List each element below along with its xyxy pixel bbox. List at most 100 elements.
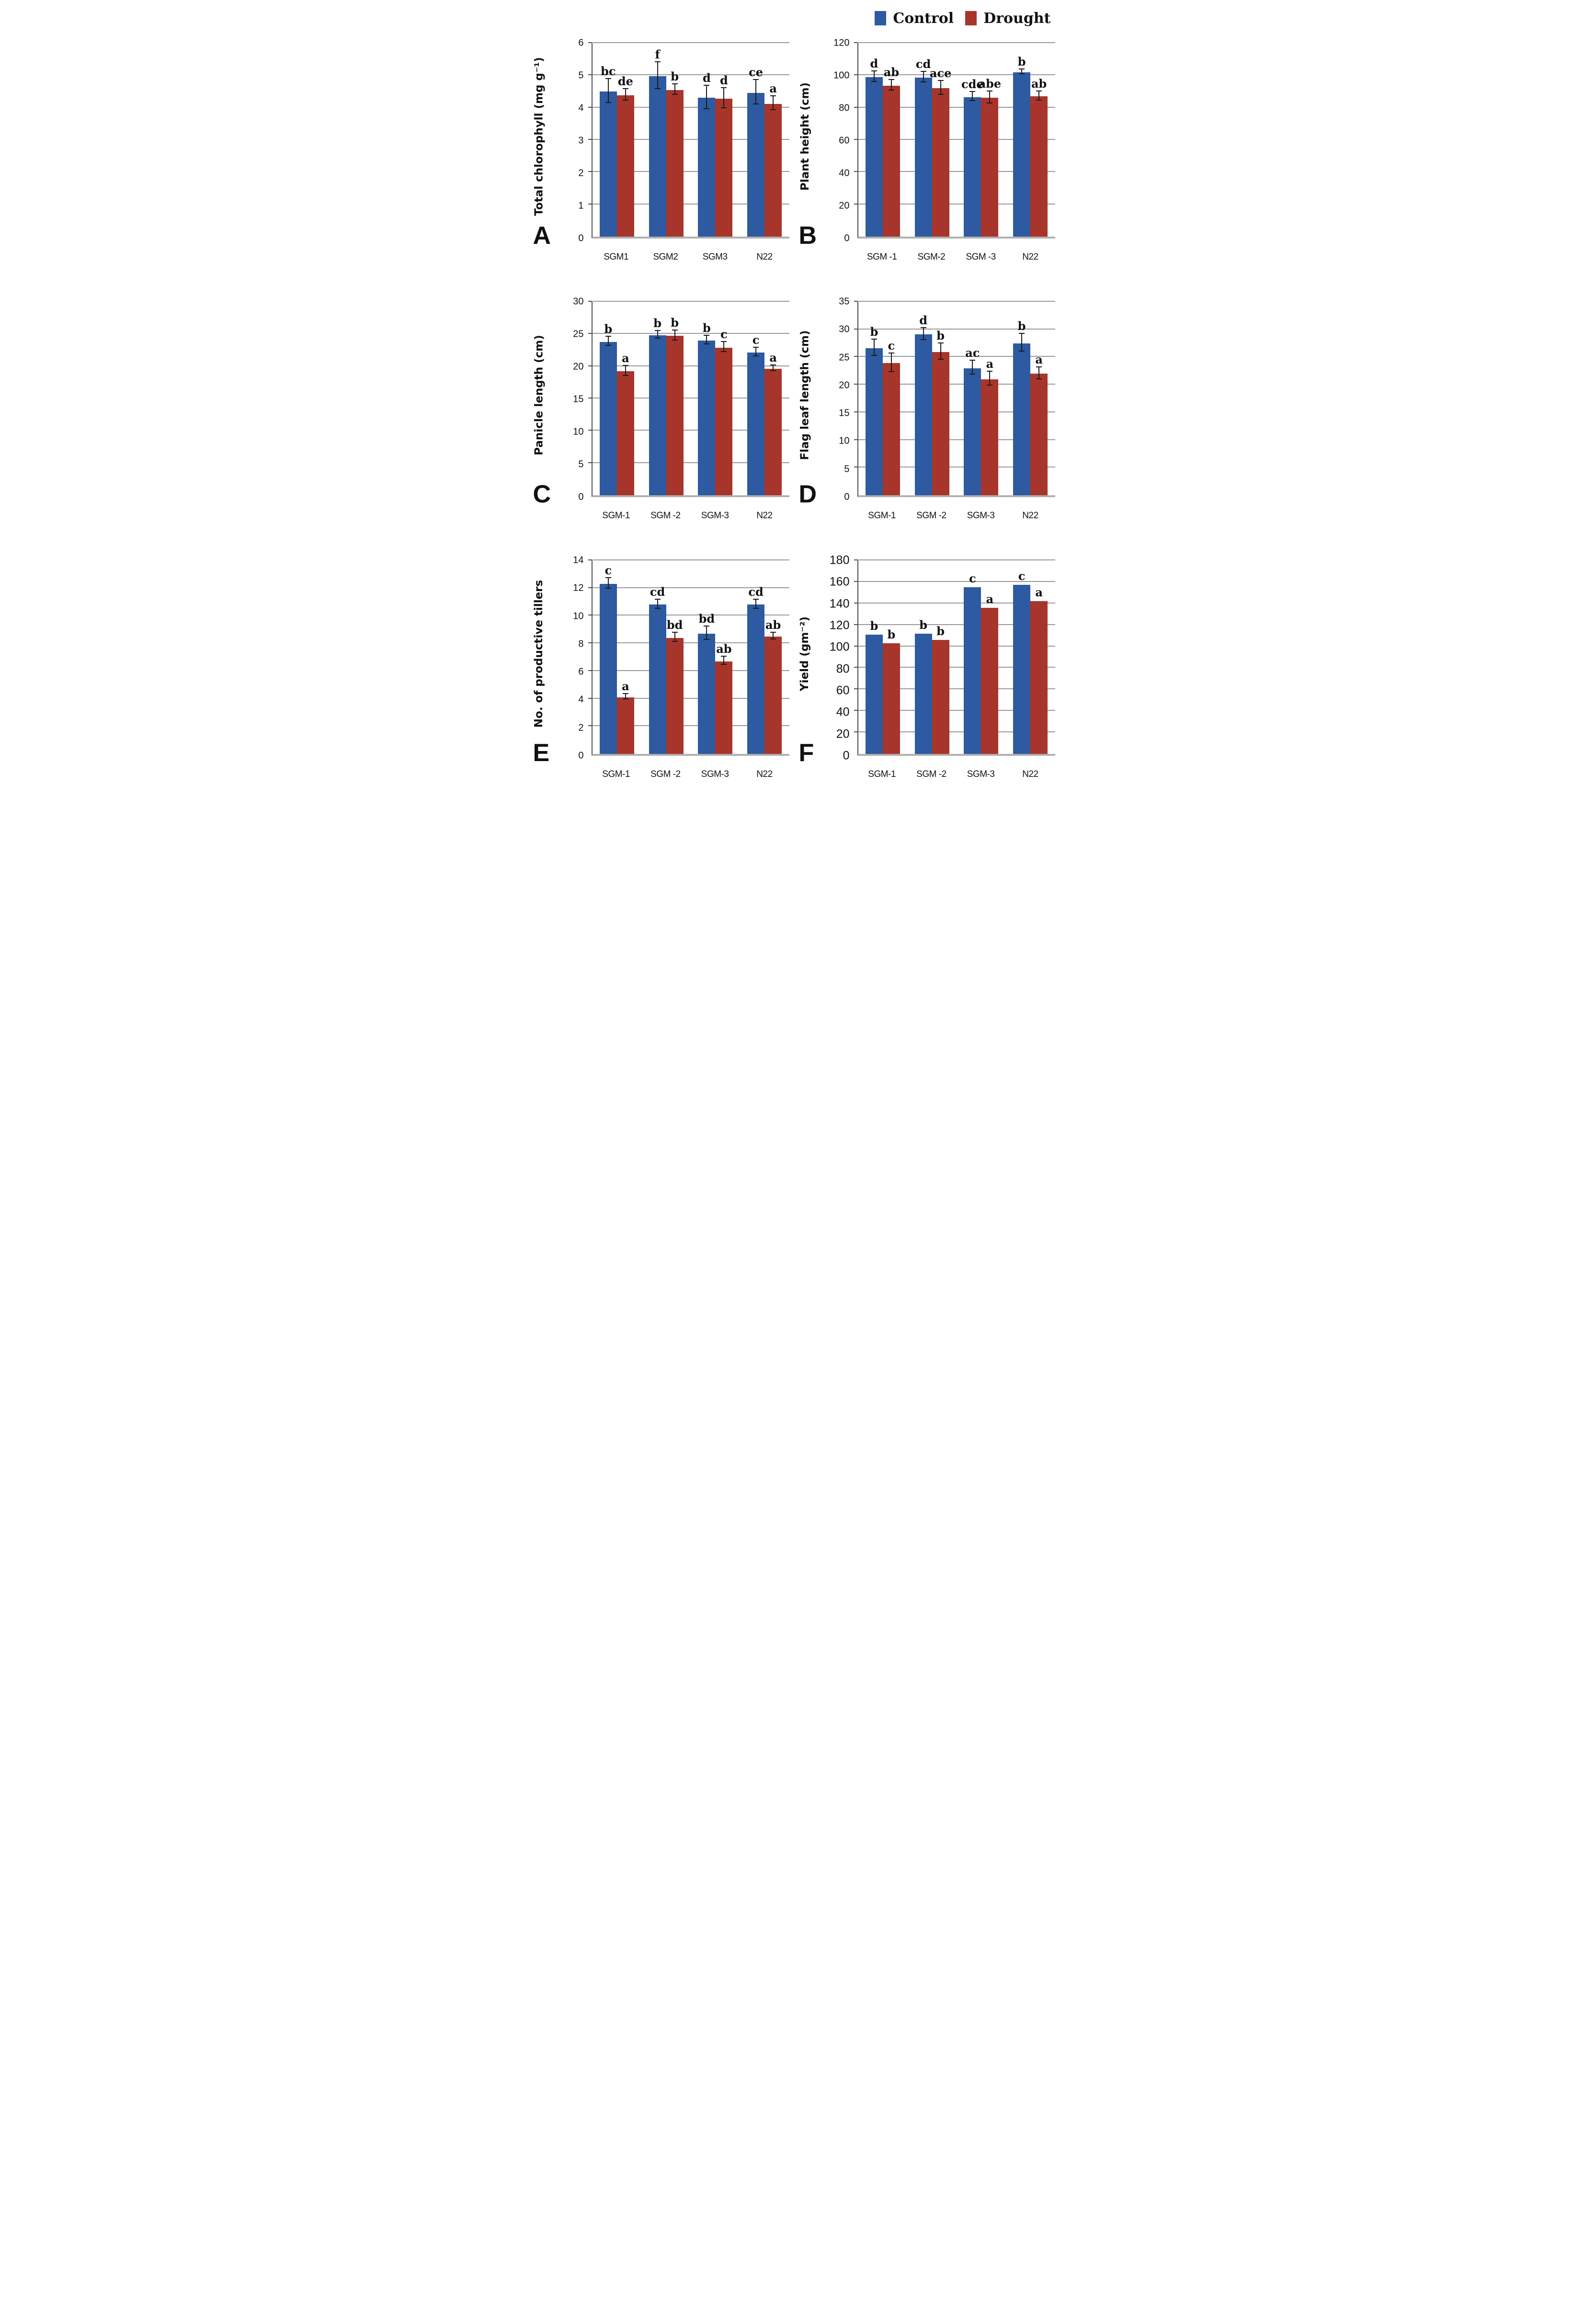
y-axis-ticks: 0 20 40 60 80 100 120 140 160 180 (826, 554, 854, 763)
y-tick-label: 10 (839, 435, 850, 446)
y-tick-label: 120 (833, 37, 850, 48)
y-axis-ticks: 0 2 4 6 8 10 12 14 (560, 555, 588, 761)
y-tick-mark (588, 587, 592, 588)
bar-control (649, 335, 666, 495)
significance-letter: ac (965, 345, 980, 360)
error-bar (888, 352, 894, 372)
error-bar (704, 84, 710, 110)
y-tick-label: 80 (839, 103, 850, 114)
error-bar (672, 83, 678, 95)
gridline (858, 581, 1055, 582)
significance-letter: abe (978, 76, 1002, 91)
y-tick-mark (854, 42, 858, 43)
y-tick-label: 140 (829, 597, 850, 611)
y-tick-label: 0 (578, 233, 584, 244)
significance-letter: bd (666, 617, 683, 632)
bar-control (865, 348, 883, 495)
bar-drought (882, 363, 900, 495)
error-bar (969, 359, 976, 375)
x-category-label: SGM -2 (916, 511, 946, 521)
bar-drought (882, 86, 900, 237)
y-tick-label: 20 (839, 200, 850, 211)
gridline (858, 645, 1055, 647)
bar-drought (932, 88, 949, 237)
x-category-label: SGM -3 (966, 252, 996, 262)
y-tick-label: 10 (573, 611, 584, 622)
gridline (858, 106, 1055, 108)
error-bar (704, 334, 710, 344)
gridline (858, 42, 1055, 43)
error-bar (622, 365, 628, 376)
significance-letter: b (1017, 319, 1026, 333)
plot-area: c a cd bd bd ab cd ab (588, 559, 789, 756)
bar-control (747, 353, 765, 495)
bar-drought (932, 640, 949, 754)
x-category-label: N22 (1022, 252, 1038, 262)
legend-label-control: Control (893, 10, 954, 27)
y-tick-label: 0 (578, 750, 584, 761)
gridline (592, 725, 789, 727)
bar-control (599, 91, 617, 237)
error-bar (871, 338, 877, 356)
x-category-label: SGM-2 (917, 252, 946, 262)
y-axis-title: No. of productive tillers (533, 580, 546, 728)
plot-area: d ab cd ace cde abe b ab (854, 42, 1055, 239)
gridline (592, 398, 789, 399)
bar-group: cd ab (740, 560, 789, 754)
panel-letter: F (798, 739, 814, 767)
y-tick-label: 0 (844, 233, 850, 244)
y-tick-label: 100 (829, 640, 850, 654)
y-tick-mark (588, 462, 592, 463)
y-tick-mark (854, 171, 858, 172)
bar-drought (764, 369, 782, 495)
significance-letter: b (919, 617, 928, 632)
bar-group: bc de (593, 43, 642, 237)
bar-drought (616, 95, 634, 237)
y-tick-mark (854, 559, 858, 560)
x-category-label: SGM-3 (701, 769, 729, 779)
y-axis-title: Panicle length (cm) (533, 335, 546, 456)
bar-drought (616, 371, 634, 495)
bar-drought (981, 607, 999, 754)
significance-letter: c (1018, 569, 1026, 583)
x-category-label: SGM-1 (868, 769, 896, 779)
significance-letter: b (671, 315, 679, 330)
x-category-label: SGM -2 (650, 769, 681, 779)
bar-control (865, 77, 883, 237)
error-bar (605, 577, 611, 589)
error-bar (871, 70, 877, 82)
bar-control (914, 78, 932, 237)
significance-letter: a (986, 592, 994, 606)
bar-control (914, 633, 932, 754)
gridline (592, 697, 789, 699)
y-tick-label: 15 (573, 394, 584, 405)
y-tick-label: 60 (836, 684, 850, 697)
significance-letter: b (870, 618, 878, 633)
error-bar (672, 631, 678, 642)
gridline (592, 42, 789, 43)
gridline (592, 333, 789, 334)
y-tick-mark (854, 106, 858, 108)
y-tick-label: 180 (829, 553, 850, 567)
bar-drought (981, 98, 999, 237)
significance-letter: c (752, 333, 760, 347)
significance-letter: bc (601, 64, 616, 79)
panel-letter: A (533, 222, 551, 250)
x-category-label: N22 (756, 769, 773, 779)
x-category-label: SGM2 (653, 252, 678, 262)
panel-letter: C (533, 480, 551, 508)
figure: Control Drought Total chlorophyll (mg g⁻… (532, 0, 1064, 812)
y-tick-mark (854, 645, 858, 647)
y-tick-mark (854, 74, 858, 76)
x-category-label: N22 (1022, 511, 1038, 521)
x-axis-labels: SGM-1 SGM -2 SGM-3 N22 (857, 511, 1055, 521)
bar-group: d ab (858, 43, 908, 237)
y-tick-mark (854, 710, 858, 711)
bar-drought (1030, 374, 1048, 495)
